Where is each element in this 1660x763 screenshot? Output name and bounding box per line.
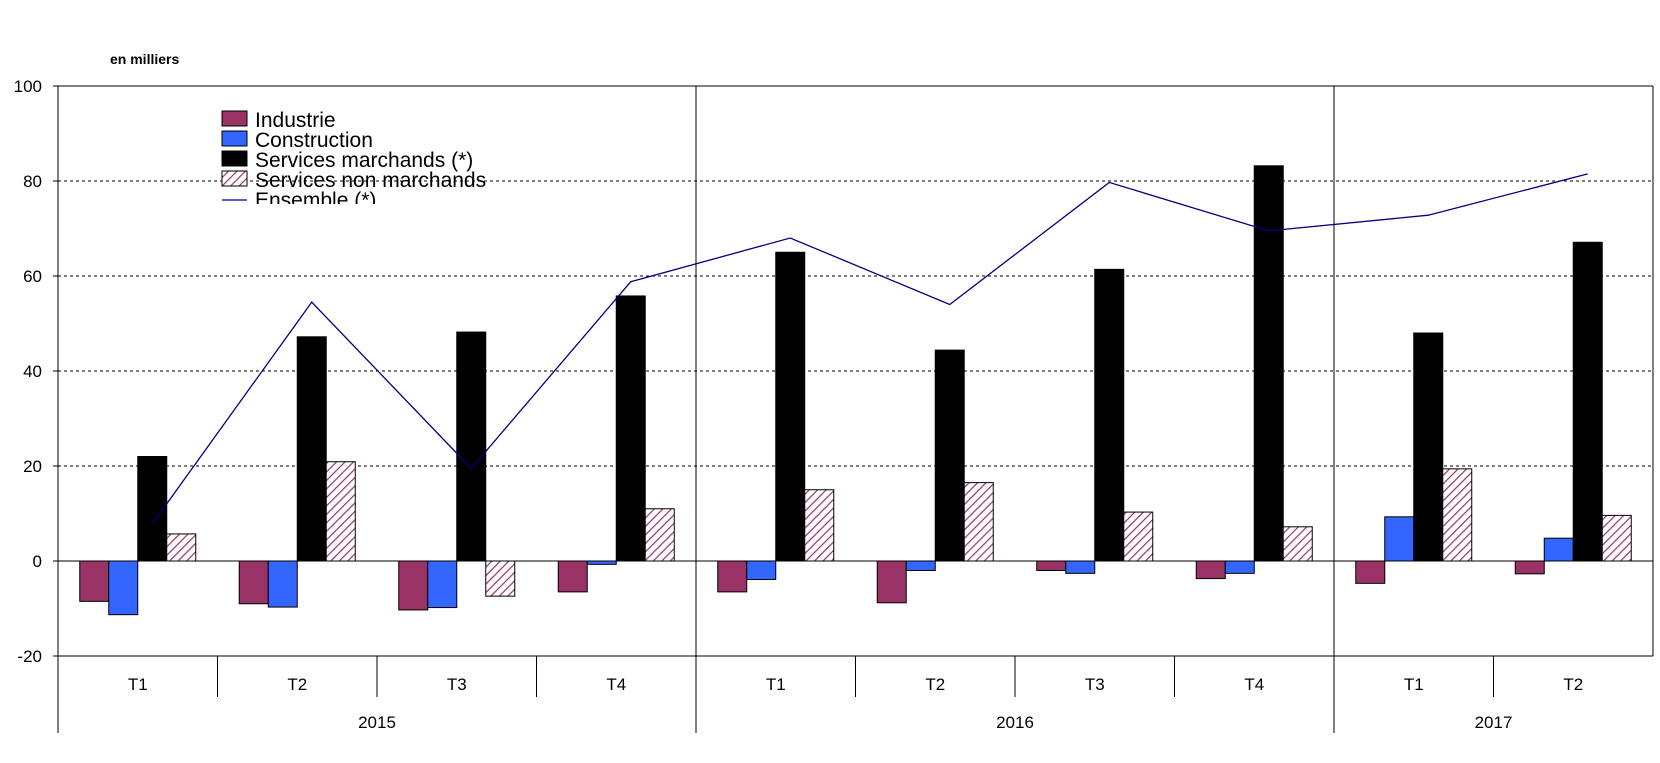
y-tick-label: 20 [23,457,42,476]
x-tick-label: T2 [1563,675,1583,694]
bar-construction-4 [746,560,777,581]
ensemble-line-layer [151,173,1588,525]
x-tick-label: T1 [766,675,786,694]
bars [79,165,1632,616]
bar-industrie-8 [1355,560,1386,584]
bar-services-non-marchands-4 [804,489,835,562]
bar-construction-8 [1384,516,1415,562]
bar-construction-1 [267,560,298,608]
legend-swatch [221,110,248,127]
x-tick-label: T1 [128,675,148,694]
bar-services-non-marchands-5 [963,482,994,562]
bar-services-non-marchands-9 [1601,514,1632,562]
bar-services-marchands-0 [137,456,168,562]
bar-services-non-marchands-7 [1282,526,1313,562]
bar-industrie-3 [557,560,588,593]
legend-swatch [221,170,248,187]
year-label: 2017 [1475,713,1513,732]
x-tick-label: T4 [1244,675,1264,694]
bar-industrie-6 [1036,560,1067,571]
unit-label: en milliers [110,51,179,67]
y-tick-label: 0 [33,552,42,571]
x-tick-label: T3 [447,675,467,694]
bar-services-marchands-9 [1572,241,1603,562]
bar-industrie-1 [238,560,269,605]
bar-construction-7 [1224,560,1255,574]
ensemble-line [151,173,1588,525]
legend-label: Ensemble (*) [255,189,376,212]
bar-services-non-marchands-6 [1123,511,1154,562]
bar-construction-9 [1543,537,1574,562]
bar-industrie-2 [398,560,429,611]
y-tick-label: 100 [14,77,42,96]
bar-construction-5 [905,560,936,571]
x-tick-label: T2 [287,675,307,694]
bar-services-non-marchands-2 [485,560,516,597]
bar-services-marchands-5 [934,349,965,562]
tick-labels: -20 0 20 40 60 80 100 T1 T2 T3 T4 T1 T2 T3 T4 T1 T2 2015 2… [14,77,1584,732]
year-label: 2016 [996,713,1034,732]
y-tick-label: -20 [17,647,42,666]
legend-label: Services marchands (*) [255,149,473,172]
bar-services-marchands-7 [1253,165,1284,562]
bar-industrie-4 [717,560,748,593]
bar-services-non-marchands-1 [325,461,356,562]
legend-label: Industrie [255,109,336,132]
y-tick-label: 60 [23,267,42,286]
bar-services-non-marchands-8 [1442,468,1473,562]
bar-services-marchands-3 [615,295,646,562]
bar-industrie-7 [1195,560,1226,580]
year-label: 2015 [358,713,396,732]
bar-construction-2 [427,560,458,609]
legend-swatch [221,150,248,167]
axes [53,85,1654,733]
bar-services-non-marchands-3 [644,508,675,562]
bar-services-marchands-8 [1413,332,1444,562]
bar-services-marchands-4 [775,251,806,562]
y-tick-label: 80 [23,172,42,191]
bar-services-marchands-1 [296,336,327,562]
bar-construction-0 [108,560,139,616]
bar-services-marchands-6 [1094,268,1125,562]
y-tick-label: 40 [23,362,42,381]
bar-services-non-marchands-0 [166,533,197,562]
bar-industrie-0 [79,560,110,602]
bar-services-marchands-2 [456,331,487,562]
legend-label: Construction [255,129,373,152]
x-tick-label: T2 [925,675,945,694]
bar-industrie-5 [876,560,907,604]
bar-construction-6 [1065,560,1096,574]
x-tick-label: T4 [606,675,626,694]
legend-label: Services non marchands [255,169,486,192]
x-tick-label: T1 [1404,675,1424,694]
x-tick-label: T3 [1085,675,1105,694]
bar-industrie-9 [1514,560,1545,575]
legend-swatch [221,130,248,147]
